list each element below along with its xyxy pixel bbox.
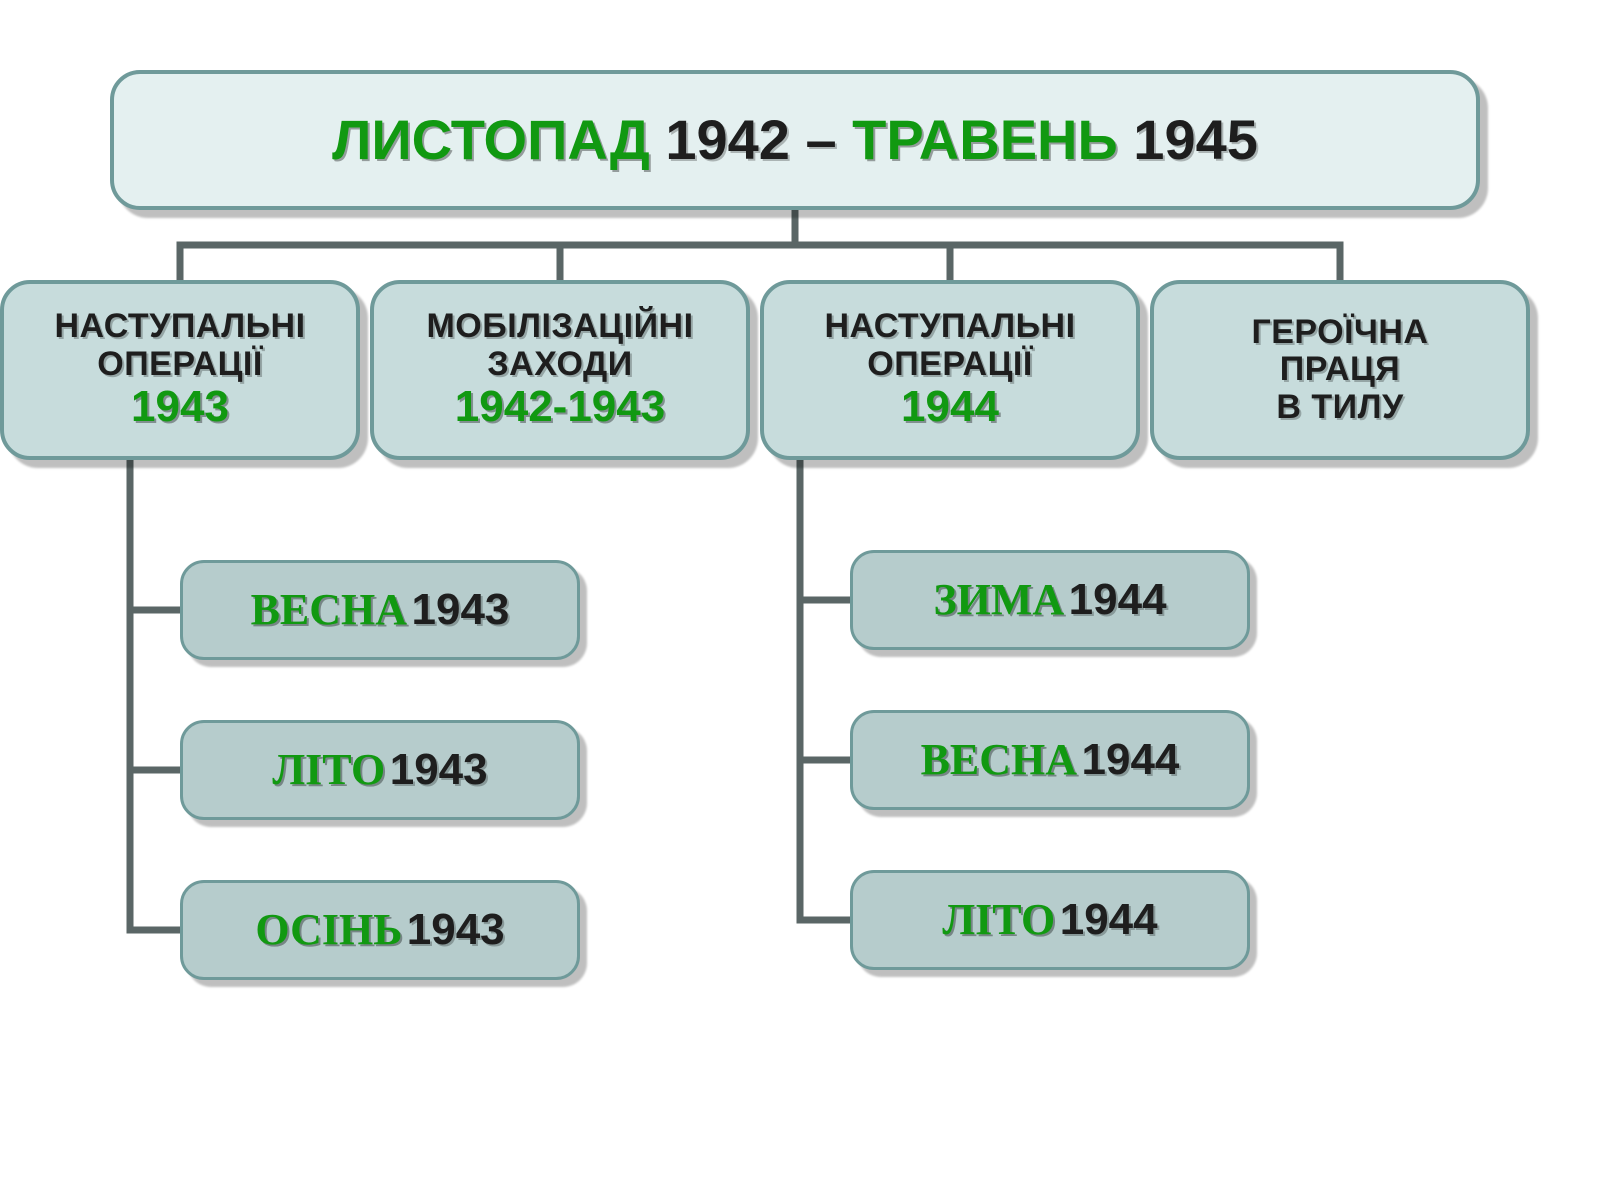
diagram-stage: ЛИСТОПАД 1942 – ТРАВЕНЬ 1945 НАСТУПАЛЬНІ…	[0, 0, 1600, 1200]
leaf-year: 1944	[1060, 895, 1158, 944]
leaf-season: ЗИМА	[933, 575, 1064, 624]
leaf-season: ЛІТО	[942, 895, 1055, 944]
leaf-season: ВЕСНА	[251, 585, 407, 634]
l2-line: В ТИЛУ	[1276, 389, 1403, 426]
leaf-label: ВЕСНА 1944	[921, 736, 1180, 784]
leaf-label: ЛІТО 1944	[942, 896, 1157, 944]
top-year-2: 1945	[1133, 108, 1258, 171]
l2-line: МОБІЛІЗАЦІЙНІ	[426, 308, 693, 345]
leaf-zima-1944: ЗИМА 1944	[850, 550, 1250, 650]
top-word-2: ТРАВЕНЬ	[852, 108, 1118, 171]
leaf-season: ЛІТО	[272, 745, 385, 794]
l2-line: ЗАХОДИ	[487, 346, 632, 383]
leaf-year: 1944	[1082, 735, 1180, 784]
top-dash: –	[805, 108, 836, 171]
leaf-vesna-1943: ВЕСНА 1943	[180, 560, 580, 660]
l2-line: НАСТУПАЛЬНІ	[54, 308, 305, 345]
leaf-osin-1943: ОСІНЬ 1943	[180, 880, 580, 980]
l2-line: ОПЕРАЦІЇ	[867, 346, 1032, 383]
leaf-label: ЗИМА 1944	[933, 576, 1166, 624]
l2-node-ops-1944: НАСТУПАЛЬНІ ОПЕРАЦІЇ 1944	[760, 280, 1140, 460]
top-title: ЛИСТОПАД 1942 – ТРАВЕНЬ 1945	[332, 109, 1258, 171]
leaf-label: ЛІТО 1943	[272, 746, 487, 794]
l2-node-mobilization: МОБІЛІЗАЦІЙНІ ЗАХОДИ 1942-1943	[370, 280, 750, 460]
leaf-lito-1943: ЛІТО 1943	[180, 720, 580, 820]
l2-year: 1942-1943	[455, 383, 665, 431]
l2-node-rear-labor: ГЕРОЇЧНА ПРАЦЯ В ТИЛУ	[1150, 280, 1530, 460]
top-word-1: ЛИСТОПАД	[332, 108, 650, 171]
l2-year: 1944	[901, 383, 999, 431]
leaf-year: 1944	[1069, 575, 1167, 624]
l2-year: 1943	[131, 383, 229, 431]
l2-line: ОПЕРАЦІЇ	[97, 346, 262, 383]
leaf-label: ВЕСНА 1943	[251, 586, 510, 634]
l2-line: ГЕРОЇЧНА	[1251, 314, 1428, 351]
leaf-season: ВЕСНА	[921, 735, 1077, 784]
leaf-vesna-1944: ВЕСНА 1944	[850, 710, 1250, 810]
leaf-year: 1943	[407, 905, 505, 954]
leaf-year: 1943	[390, 745, 488, 794]
l2-line: НАСТУПАЛЬНІ	[824, 308, 1075, 345]
leaf-lito-1944: ЛІТО 1944	[850, 870, 1250, 970]
top-node: ЛИСТОПАД 1942 – ТРАВЕНЬ 1945	[110, 70, 1480, 210]
leaf-season: ОСІНЬ	[255, 905, 402, 954]
leaf-label: ОСІНЬ 1943	[255, 906, 504, 954]
l2-node-ops-1943: НАСТУПАЛЬНІ ОПЕРАЦІЇ 1943	[0, 280, 360, 460]
top-year-1: 1942	[665, 108, 790, 171]
l2-line: ПРАЦЯ	[1280, 351, 1400, 388]
leaf-year: 1943	[412, 585, 510, 634]
